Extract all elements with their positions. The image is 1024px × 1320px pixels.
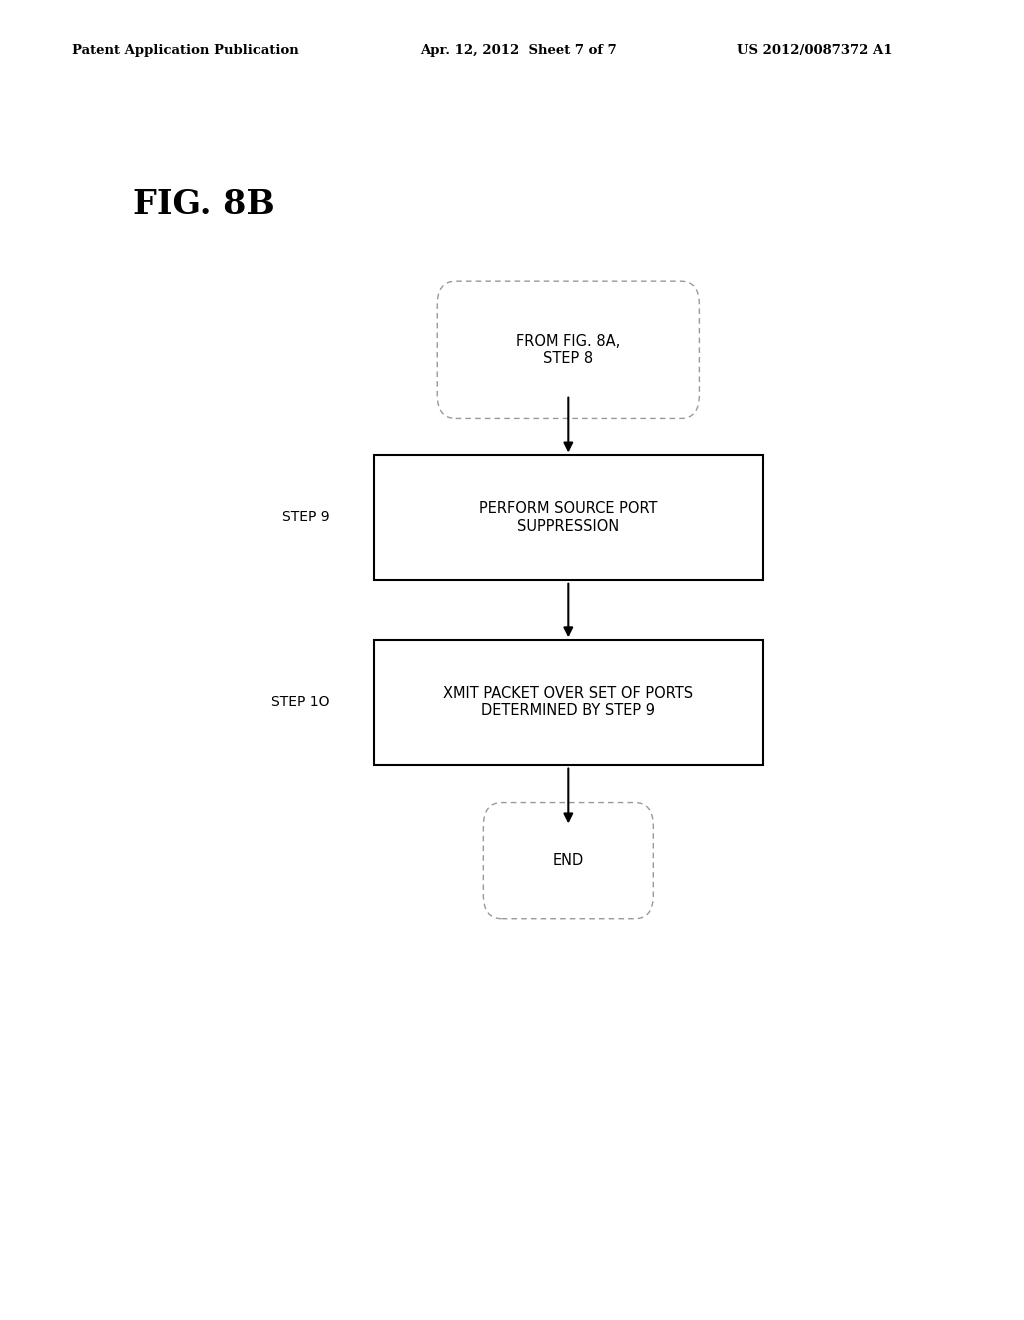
Text: PERFORM SOURCE PORT
SUPPRESSION: PERFORM SOURCE PORT SUPPRESSION xyxy=(479,502,657,533)
Text: XMIT PACKET OVER SET OF PORTS
DETERMINED BY STEP 9: XMIT PACKET OVER SET OF PORTS DETERMINED… xyxy=(443,686,693,718)
Text: Apr. 12, 2012  Sheet 7 of 7: Apr. 12, 2012 Sheet 7 of 7 xyxy=(420,44,616,57)
Text: END: END xyxy=(553,853,584,869)
Bar xyxy=(374,454,763,581)
Text: US 2012/0087372 A1: US 2012/0087372 A1 xyxy=(737,44,893,57)
Text: FIG. 8B: FIG. 8B xyxy=(133,189,274,222)
Bar xyxy=(374,639,763,764)
FancyBboxPatch shape xyxy=(483,803,653,919)
Text: STEP 1O: STEP 1O xyxy=(271,696,330,709)
Text: FROM FIG. 8A,
STEP 8: FROM FIG. 8A, STEP 8 xyxy=(516,334,621,366)
Text: Patent Application Publication: Patent Application Publication xyxy=(72,44,298,57)
FancyBboxPatch shape xyxy=(437,281,699,418)
Text: STEP 9: STEP 9 xyxy=(282,511,330,524)
